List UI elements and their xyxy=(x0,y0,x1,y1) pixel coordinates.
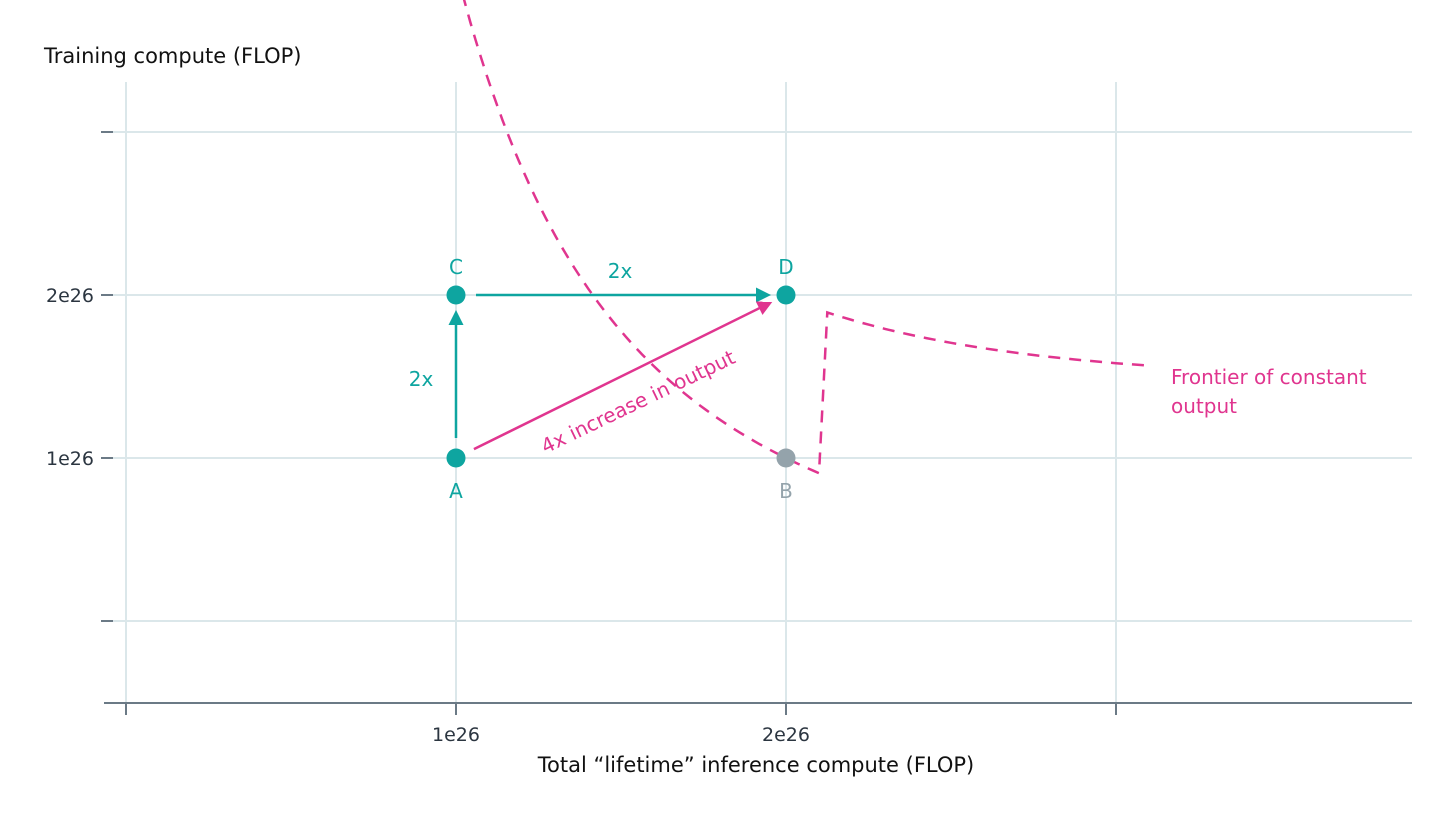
x-tick-label-1: 1e26 xyxy=(432,724,480,746)
x-tick-label-2: 2e26 xyxy=(762,724,810,746)
point-A xyxy=(446,448,466,468)
frontier-curve xyxy=(462,0,1150,476)
arrow-label-c-to-d: 2x xyxy=(608,259,633,283)
x-axis-title: Total “lifetime” inference compute (FLOP… xyxy=(537,753,975,777)
frontier-label-line-0: Frontier of constant xyxy=(1171,365,1367,389)
y-axis-title: Training compute (FLOP) xyxy=(43,44,301,68)
point-label-D: D xyxy=(778,255,793,279)
axes: 1e26 2e26 1e26 2e26 xyxy=(46,131,1412,746)
point-B xyxy=(776,448,796,468)
y-tick-label-1: 1e26 xyxy=(46,448,94,470)
point-label-C: C xyxy=(449,255,463,279)
arrows-group xyxy=(448,287,773,451)
point-D xyxy=(776,285,796,305)
arrow-label-a-to-c: 2x xyxy=(409,367,434,391)
points-group xyxy=(446,285,796,468)
frontier-curve-group xyxy=(462,0,1150,476)
frontier-label-line-1: output xyxy=(1171,394,1237,418)
gridlines xyxy=(112,82,1412,703)
arrow-a-to-d xyxy=(473,301,773,451)
y-tick-label-2: 2e26 xyxy=(46,285,94,307)
point-label-B: B xyxy=(779,479,793,503)
point-C xyxy=(446,285,466,305)
point-label-A: A xyxy=(449,479,463,503)
